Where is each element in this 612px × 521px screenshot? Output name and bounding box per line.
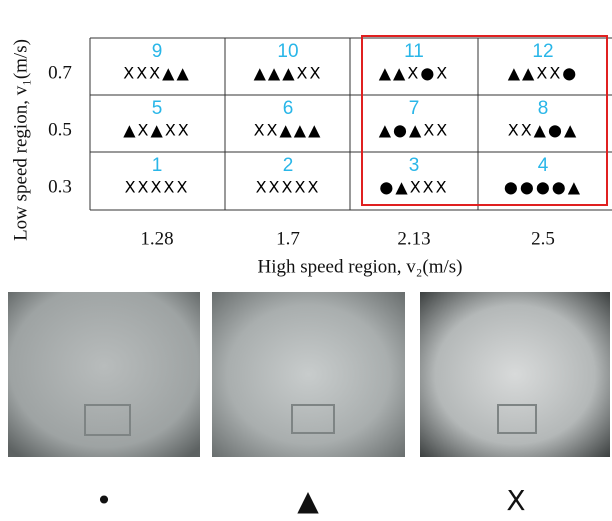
- cell-number: 7: [409, 98, 420, 119]
- cell-number: 2: [283, 155, 294, 176]
- cells: 9XXX▲▲10▲▲▲XX11▲▲X●X12▲▲XX●5▲X▲XX6XX▲▲▲7…: [123, 41, 582, 196]
- cell-symbols: ●▲XXX: [379, 178, 448, 197]
- x-tick-label: 2.13: [397, 228, 430, 249]
- cell-symbols: ▲▲▲XX: [254, 64, 323, 83]
- x-axis-label: High speed region, v₂(m/s): [257, 256, 462, 277]
- y-ticks: 0.7 0.5 0.3: [48, 62, 72, 197]
- cell-number: 12: [532, 41, 553, 62]
- y-tick-label: 0.7: [48, 62, 72, 83]
- cell-symbols: XX▲▲▲: [254, 121, 323, 140]
- y-tick-label: 0.3: [48, 176, 72, 197]
- cell-symbols: XXX▲▲: [123, 64, 191, 83]
- y-tick-label: 0.5: [48, 119, 72, 140]
- cell-symbols: ●●●●▲: [504, 178, 582, 197]
- cell-number: 3: [409, 155, 420, 176]
- legend-symbol: •: [96, 484, 113, 517]
- cell-symbols: XXXXX: [256, 178, 321, 197]
- cell-symbols: ▲▲XX●: [508, 64, 579, 83]
- figure: 9XXX▲▲10▲▲▲XX11▲▲X●X12▲▲XX●5▲X▲XX6XX▲▲▲7…: [0, 0, 612, 521]
- x-tick-label: 1.28: [140, 228, 173, 249]
- photos: [8, 292, 610, 457]
- cell-number: 1: [152, 155, 163, 176]
- cell-symbols: XXXXX: [125, 178, 190, 197]
- cell-number: 10: [277, 41, 298, 62]
- legend-symbol: ▲: [297, 484, 319, 517]
- legend: • ▲ X: [96, 484, 526, 517]
- x-tick-label: 1.7: [276, 228, 300, 249]
- cell-number: 11: [404, 41, 424, 62]
- cell-number: 8: [538, 98, 549, 119]
- cell-symbols: ▲X▲XX: [123, 121, 191, 140]
- cell-number: 9: [152, 41, 163, 62]
- photo: [8, 292, 200, 457]
- x-tick-label: 2.5: [531, 228, 555, 249]
- legend-symbol: X: [506, 484, 525, 517]
- cell-number: 4: [538, 155, 549, 176]
- cell-symbols: ▲●▲XX: [379, 121, 450, 140]
- x-ticks: 1.28 1.7 2.13 2.5: [140, 228, 555, 249]
- cell-number: 5: [152, 98, 163, 119]
- cell-symbols: ▲▲X●X: [379, 64, 450, 83]
- cell-symbols: XX▲●▲: [508, 121, 579, 140]
- y-axis-label: Low speed region, v₁(m/s): [10, 39, 31, 241]
- cell-number: 6: [283, 98, 294, 119]
